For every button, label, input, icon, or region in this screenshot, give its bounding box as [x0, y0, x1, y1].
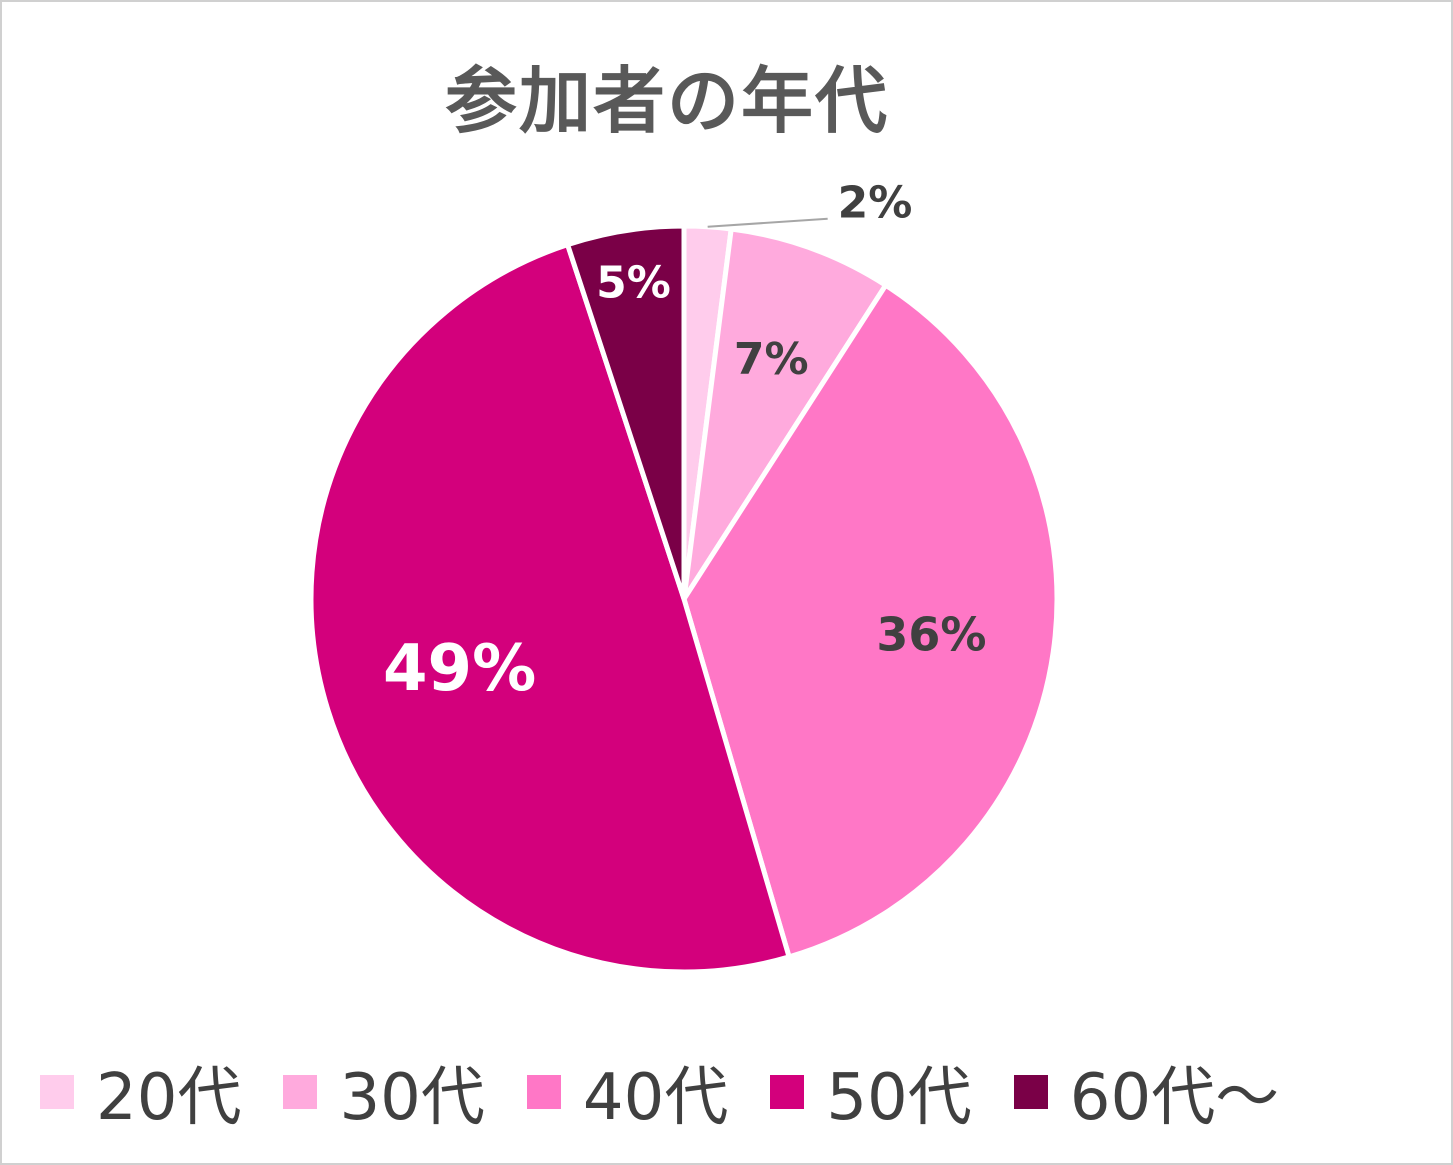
- legend-item-4: 50代: [770, 1046, 972, 1138]
- legend-item-1: 20代: [40, 1046, 241, 1138]
- legend-item-3: 40代: [526, 1046, 729, 1138]
- chart-title: 参加者の年代: [444, 59, 889, 143]
- data-label-3: 36%: [876, 608, 986, 662]
- legend-item-5: 60代～: [1013, 1046, 1280, 1138]
- legend-label: 60代～: [1069, 1061, 1280, 1135]
- legend-swatch: [526, 1075, 561, 1109]
- pie-slice-4: [308, 242, 792, 975]
- legend-swatch: [40, 1075, 74, 1109]
- legend: 20代 30代 40代 50代 60代～: [40, 1042, 1279, 1142]
- legend-label: 30代: [339, 1061, 485, 1135]
- pie-slice-3: [681, 282, 1060, 960]
- legend-swatch: [770, 1075, 805, 1109]
- pie-slice-2: [681, 226, 889, 602]
- legend-swatch: [283, 1075, 318, 1109]
- pie-slice-5: [565, 223, 687, 602]
- legend-swatch: [1013, 1075, 1048, 1109]
- data-label-4: 49%: [383, 632, 536, 706]
- leader-line: [707, 217, 828, 228]
- data-label-1: 2%: [838, 177, 913, 228]
- legend-label: 40代: [582, 1061, 729, 1135]
- data-label-2: 7%: [734, 334, 809, 385]
- data-label-5: 5%: [596, 258, 671, 309]
- legend-item-2: 30代: [283, 1046, 485, 1138]
- legend-label: 20代: [96, 1061, 242, 1135]
- legend-label: 50代: [826, 1061, 972, 1135]
